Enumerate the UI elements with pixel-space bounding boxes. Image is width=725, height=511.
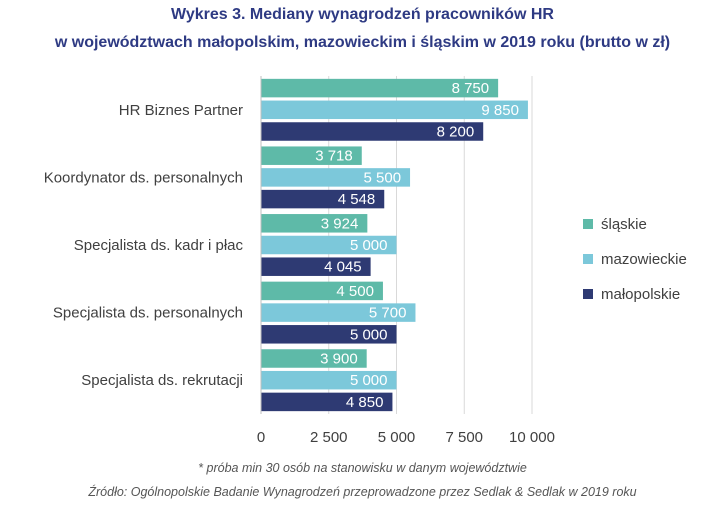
- category-label: HR Biznes Partner: [119, 102, 243, 119]
- data-label: 5 500: [364, 169, 402, 186]
- data-label: 5 000: [350, 326, 388, 343]
- bar: [261, 146, 362, 165]
- bar: [261, 370, 397, 390]
- x-tick-label: 10 000: [509, 429, 555, 446]
- bar: [261, 281, 383, 301]
- data-label: 5 700: [369, 305, 407, 322]
- chart-legend: śląskie mazowieckie małopolskie: [583, 214, 687, 319]
- x-tick-label: 2 500: [310, 429, 348, 446]
- bar: [261, 392, 393, 412]
- data-label: 9 850: [481, 102, 519, 119]
- bar: [261, 189, 385, 209]
- data-label: 4 045: [324, 259, 362, 276]
- bar: [261, 122, 484, 141]
- data-label: 5 000: [350, 237, 388, 254]
- data-label: 5 000: [350, 372, 388, 389]
- legend-swatch: [583, 219, 593, 229]
- data-label: 8 200: [437, 124, 475, 141]
- category-label: Koordynator ds. personalnych: [44, 169, 243, 186]
- data-label: 4 850: [346, 394, 384, 411]
- bar: [261, 325, 397, 344]
- chart-title-line1: Wykres 3. Mediany wynagrodzeń pracownikó…: [171, 6, 554, 23]
- bar: [261, 100, 528, 120]
- legend-item: małopolskie: [583, 284, 687, 304]
- data-label: 3 718: [315, 148, 353, 165]
- data-label: 3 900: [320, 351, 358, 368]
- category-label: Specjalista ds. kadr i płac: [74, 237, 244, 254]
- data-label: 4 500: [336, 283, 374, 300]
- category-label: Specjalista ds. rekrutacji: [81, 372, 243, 389]
- bar: [261, 214, 368, 233]
- legend-label: śląskie: [601, 215, 647, 233]
- bar: [261, 168, 411, 187]
- legend-item: śląskie: [583, 214, 687, 234]
- x-tick-label: 7 500: [445, 429, 483, 446]
- source-note: Źródło: Ogólnopolskie Badanie Wynagrodze…: [88, 485, 637, 499]
- x-tick-label: 5 000: [378, 429, 416, 446]
- category-label: Specjalista ds. personalnych: [53, 305, 243, 322]
- data-label: 8 750: [452, 80, 490, 97]
- legend-label: mazowieckie: [601, 250, 687, 268]
- bar: [261, 78, 499, 98]
- chart-title-line2: w województwach małopolskim, mazowieckim…: [54, 34, 671, 51]
- bar: [261, 235, 397, 255]
- bar: [261, 257, 371, 276]
- data-label: 4 548: [338, 191, 376, 208]
- legend-item: mazowieckie: [583, 249, 687, 269]
- sample-note: * próba min 30 osób na stanowisku w dany…: [198, 461, 527, 475]
- legend-swatch: [583, 254, 593, 264]
- data-label: 3 924: [321, 215, 359, 232]
- bar: [261, 349, 367, 368]
- bar: [261, 303, 416, 322]
- x-tick-label: 0: [257, 429, 265, 446]
- legend-swatch: [583, 289, 593, 299]
- legend-label: małopolskie: [601, 285, 681, 303]
